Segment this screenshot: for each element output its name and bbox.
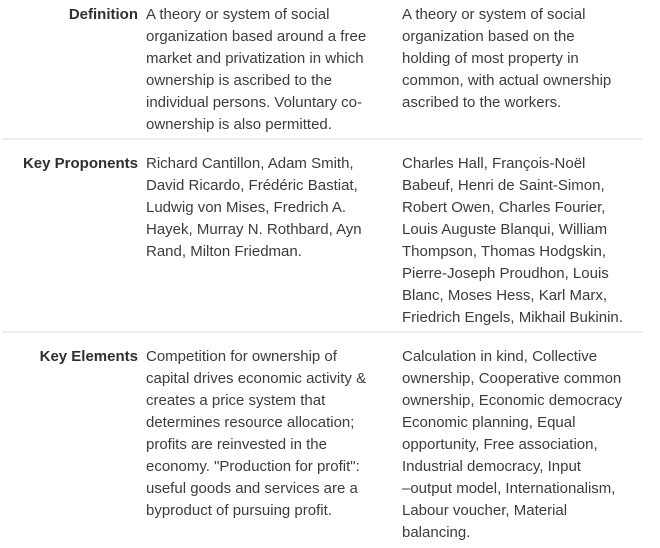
- key-elements-cell-left: Competition for ownership of capital dri…: [146, 331, 402, 546]
- table-row-definition: Definition A theory or system of social …: [2, 0, 642, 139]
- table-row-key-elements: Key Elements Competition for ownership o…: [2, 331, 642, 546]
- definition-cell-right: A theory or system of social organizatio…: [402, 6, 612, 111]
- comparison-table: Definition A theory or system of social …: [2, 0, 642, 546]
- definition-cell-left: A theory or system of social organizatio…: [146, 6, 367, 133]
- key-elements-cell-right: Calculation in kind, Collective ownershi…: [402, 331, 642, 546]
- row-label: Key Elements: [2, 331, 146, 546]
- key-proponents-cell-right: Charles Hall, François-Noël Babeuf, Henr…: [402, 138, 642, 332]
- row-label: Definition: [68, 6, 138, 23]
- row-label: Key Proponents: [2, 138, 146, 332]
- key-proponents-cell-left: Richard Cantillon, Adam Smith, David Ric…: [146, 138, 402, 332]
- comparison-table-body: Definition A theory or system of social …: [2, 0, 642, 546]
- table-row-key-proponents: Key Proponents Richard Cantillon, Adam S…: [2, 138, 642, 332]
